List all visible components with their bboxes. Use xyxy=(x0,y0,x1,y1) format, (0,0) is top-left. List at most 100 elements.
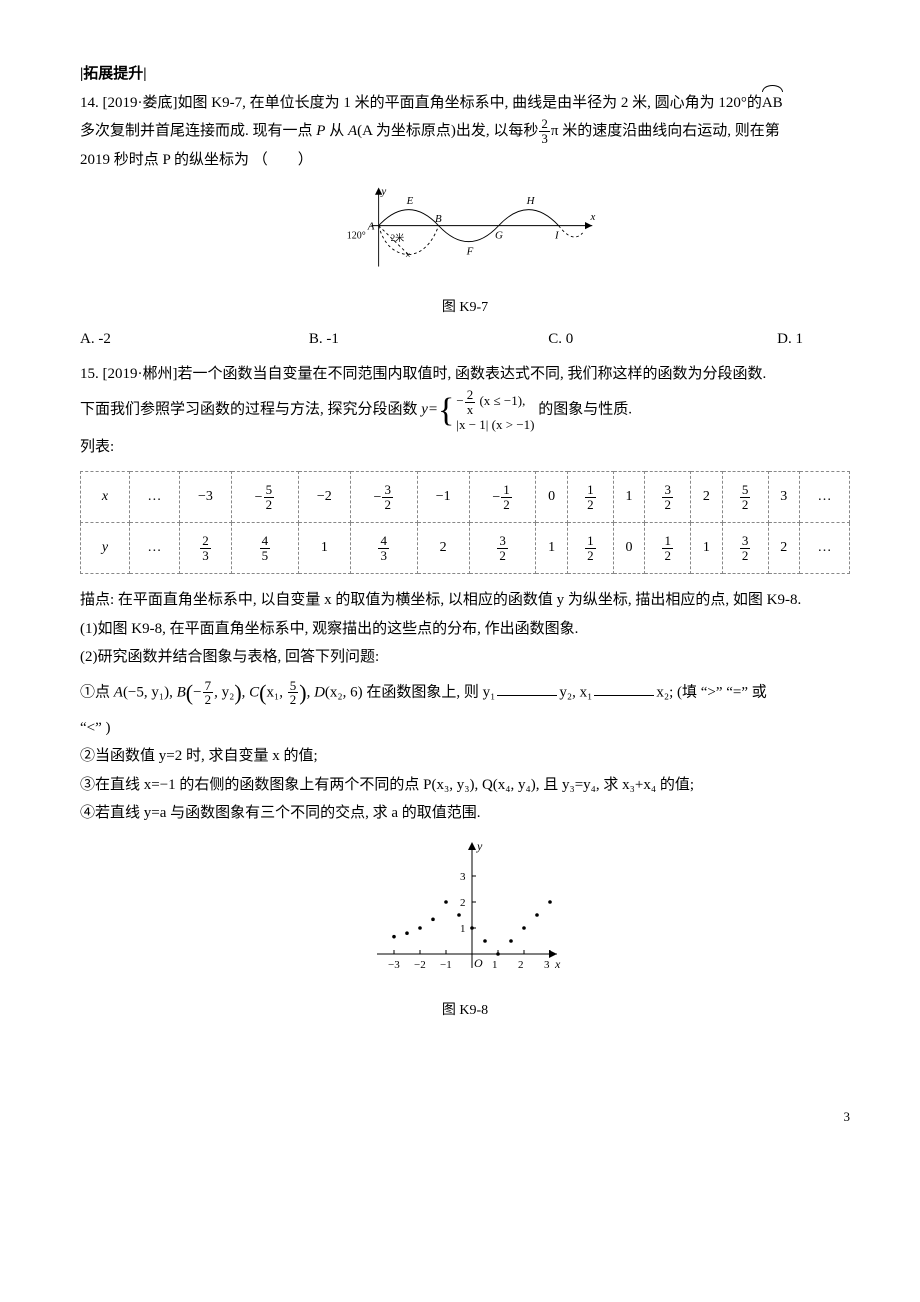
piecewise: {−2x (x ≤ −1), |x − 1| (x > −1) xyxy=(438,388,534,433)
C-x1: x₁, xyxy=(267,684,287,700)
frac-den: 3 xyxy=(539,132,550,146)
sub4: ④若直线 y=a 与函数图象有三个不同的交点, 求 a 的取值范围. xyxy=(80,799,850,828)
part2: (2)研究函数并结合图象与表格, 回答下列问题: xyxy=(80,643,850,672)
svg-text:I: I xyxy=(554,230,560,242)
p1-num: 2 xyxy=(465,388,476,403)
arc-ab: AB xyxy=(762,89,783,118)
svg-text:x: x xyxy=(589,211,595,223)
svg-text:y: y xyxy=(476,839,483,853)
q14-l2c: (A xyxy=(357,123,372,139)
B-den: 2 xyxy=(203,693,214,707)
point-D: D xyxy=(314,684,325,700)
D-coords: (x₂, 6) xyxy=(325,684,363,700)
q14-options: A. -2 B. -1 C. 0 D. 1 xyxy=(80,325,850,354)
svg-text:E: E xyxy=(406,195,414,207)
svg-text:2: 2 xyxy=(460,897,466,909)
page-number: 3 xyxy=(80,1105,850,1130)
A-coords: (−5, y₁) xyxy=(123,684,169,700)
table-cell: −3 xyxy=(179,472,231,523)
svg-text:H: H xyxy=(526,195,536,207)
table-cell: −2 xyxy=(298,472,350,523)
table-row-x: x…−3−52−2−32−1−120121322523… xyxy=(81,472,850,523)
svg-text:3: 3 xyxy=(544,959,550,971)
sub1-b: 在函数图象上, 则 y₁ xyxy=(366,684,495,700)
svg-text:x: x xyxy=(554,957,561,971)
svg-text:−3: −3 xyxy=(388,959,400,971)
p1-cond: (x ≤ −1), xyxy=(479,393,525,408)
q14-l2b: 从 xyxy=(325,123,348,139)
q14-l2a: 多次复制并首尾连接而成. 现有一点 xyxy=(80,123,316,139)
q15-line2: 下面我们参照学习函数的过程与方法, 探究分段函数 y={−2x (x ≤ −1)… xyxy=(80,388,850,433)
table-cell: 2 xyxy=(768,523,799,574)
q14-l2e: π 米的速度沿曲线向右运动, 则在第 xyxy=(551,123,780,139)
table-cell: 12 xyxy=(567,523,613,574)
table-cell: 0 xyxy=(613,523,644,574)
row-label: x xyxy=(81,472,130,523)
B-neg: − xyxy=(193,684,201,700)
q14-frac: 23 xyxy=(539,117,550,145)
svg-text:1: 1 xyxy=(492,959,498,971)
svg-text:y: y xyxy=(380,186,386,198)
table-row-y: y…23451432321120121322… xyxy=(81,523,850,574)
row-label: y xyxy=(81,523,130,574)
point-A: A xyxy=(114,684,123,700)
p1-den: x xyxy=(465,403,476,417)
piecewise-body: −2x (x ≤ −1), |x − 1| (x > −1) xyxy=(456,388,534,433)
q14-A: A xyxy=(348,123,357,139)
sub2: ②当函数值 y=2 时, 求自变量 x 的值; xyxy=(80,742,850,771)
q14-line2: 多次复制并首尾连接而成. 现有一点 P 从 A(A 为坐标原点)出发, 以每秒2… xyxy=(80,117,850,146)
q15-yeq: y= xyxy=(421,402,438,418)
table-cell: −52 xyxy=(232,472,299,523)
svg-text:3: 3 xyxy=(460,871,466,883)
table-cell: … xyxy=(130,523,180,574)
table-cell: … xyxy=(800,523,850,574)
list-label: 列表: xyxy=(80,433,850,462)
point-B: B xyxy=(177,684,186,700)
piece1: −2x (x ≤ −1), xyxy=(456,393,525,408)
svg-text:120°: 120° xyxy=(347,231,366,242)
figure-k9-8: −3−2−1123123Oxy 图 K9-8 xyxy=(80,836,850,1025)
q14-l2d: 为坐标原点)出发, 以每秒 xyxy=(372,123,538,139)
C-den: 2 xyxy=(288,693,299,707)
table-cell: 32 xyxy=(469,523,536,574)
table-cell: 2 xyxy=(691,472,722,523)
part1: (1)如图 K9-8, 在平面直角坐标系中, 观察描出的这些点的分布, 作出函数… xyxy=(80,615,850,644)
svg-text:A: A xyxy=(367,220,375,232)
q14-line3: 2019 秒时点 P 的纵坐标为 （ ） xyxy=(80,146,850,175)
table-cell: 1 xyxy=(691,523,722,574)
brace-icon: { xyxy=(438,394,454,428)
svg-text:O: O xyxy=(474,956,483,970)
svg-text:G: G xyxy=(495,230,503,242)
point-C: C xyxy=(249,684,259,700)
table-cell: 0 xyxy=(536,472,567,523)
table-cell: 32 xyxy=(722,523,768,574)
B-num: 7 xyxy=(203,679,214,694)
svg-text:−2: −2 xyxy=(414,959,426,971)
frac-num: 2 xyxy=(539,117,550,132)
blank-2[interactable] xyxy=(594,680,654,696)
svg-text:1: 1 xyxy=(460,923,466,935)
table-cell: −32 xyxy=(350,472,417,523)
blank-1[interactable] xyxy=(497,680,557,696)
svg-text:2米: 2米 xyxy=(391,232,405,243)
svg-text:F: F xyxy=(466,246,474,258)
desc-points: 描点: 在平面直角坐标系中, 以自变量 x 的取值为横坐标, 以相应的函数值 y… xyxy=(80,586,850,615)
table-cell: 23 xyxy=(179,523,231,574)
svg-text:−1: −1 xyxy=(440,959,452,971)
sub1-a: ①点 xyxy=(80,684,114,700)
option-d: D. 1 xyxy=(777,325,850,354)
svg-text:B: B xyxy=(435,213,442,225)
sub3: ③在直线 x=−1 的右侧的函数图象上有两个不同的点 P(x₃, y₃), Q(… xyxy=(80,771,850,800)
sub1: ①点 A(−5, y₁), B(−72, y₂), C(x₁, 52), D(x… xyxy=(80,672,850,714)
piece2: |x − 1| (x > −1) xyxy=(456,417,534,432)
table-cell: 52 xyxy=(722,472,768,523)
table-cell: 2 xyxy=(417,523,469,574)
table-cell: −1 xyxy=(417,472,469,523)
table-cell: 32 xyxy=(645,472,691,523)
q14-line1: 14. [2019·娄底]如图 K9-7, 在单位长度为 1 米的平面直角坐标系… xyxy=(80,89,850,118)
table-cell: 1 xyxy=(613,472,644,523)
figure-k9-8-caption: 图 K9-8 xyxy=(80,998,850,1025)
sub1-d: x₂; (填 “>” “=” 或 xyxy=(656,684,766,700)
data-table: x…−3−52−2−32−1−120121322523… y…234514323… xyxy=(80,471,850,574)
q14-prefix: 14. [2019·娄底]如图 K9-7, 在单位长度为 1 米的平面直角坐标系… xyxy=(80,95,762,111)
